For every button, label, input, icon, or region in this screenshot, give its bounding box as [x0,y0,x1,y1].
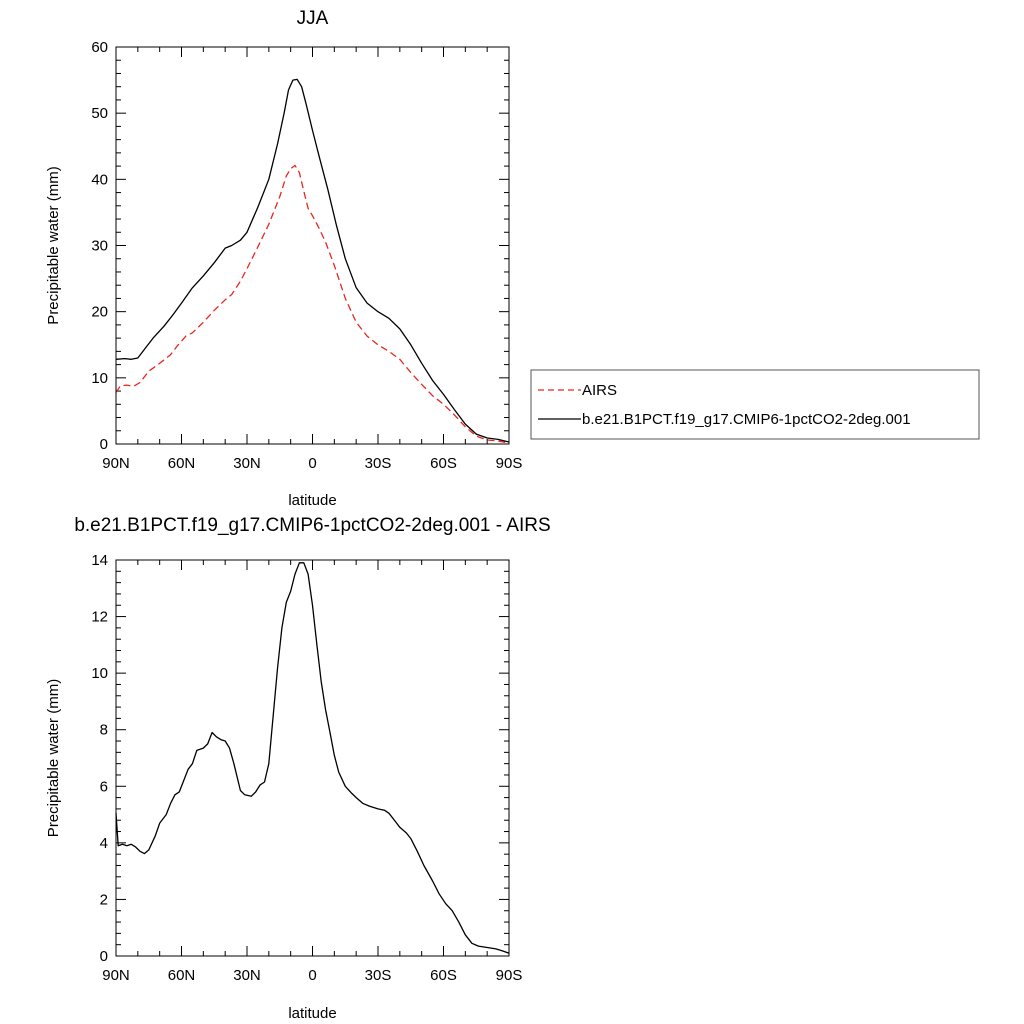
y-tick-label: 0 [100,948,108,965]
y-tick-label: 10 [91,665,108,682]
y-tick-label: 40 [91,171,108,188]
series-group [115,78,510,444]
series-group [115,562,510,954]
x-tick-label: 60S [430,967,457,984]
x-tick-label: 60N [168,455,196,472]
x-tick-label: 30S [365,967,392,984]
y-tick-label: 30 [91,238,108,255]
y-tick-label: 20 [91,304,108,321]
legend-label-airs: AIRS [582,382,617,399]
legend-label-model: b.e21.B1PCT.f19_g17.CMIP6-1pctCO2-2deg.0… [582,411,911,428]
x-tick-label: 0 [308,455,316,472]
y-tick-label: 60 [91,39,108,56]
axis-ticks [115,559,510,957]
y-axis-label: Precipitable water (mm) [45,166,62,324]
series-line-0 [115,164,510,444]
x-tick-label: 60S [430,455,457,472]
x-tick-label: 0 [308,967,316,984]
y-tick-labels: 0 2 4 6 8 10 12 14 [91,552,108,965]
x-tick-label: 30N [233,455,261,472]
y-tick-label: 6 [100,778,108,795]
plot-frame [115,46,510,445]
chart-difference: b.e21.B1PCT.f19_g17.CMIP6-1pctCO2-2deg.0… [45,515,551,1022]
x-tick-label: 60N [168,967,196,984]
x-axis-label: latitude [288,1005,336,1022]
y-tick-label: 4 [100,835,108,852]
y-tick-label: 10 [91,370,108,387]
y-tick-label: 0 [100,436,108,453]
chart-title: b.e21.B1PCT.f19_g17.CMIP6-1pctCO2-2deg.0… [74,515,550,536]
x-tick-label: 90S [496,967,523,984]
y-tick-label: 14 [91,552,108,569]
x-tick-labels: 90N 60N 30N 0 30S 60S 90S [102,967,522,984]
x-tick-label: 90N [102,967,130,984]
y-axis-label: Precipitable water (mm) [45,679,62,837]
x-tick-labels: 90N 60N 30N 0 30S 60S 90S [102,455,522,472]
y-tick-label: 12 [91,609,108,626]
legend: AIRS b.e21.B1PCT.f19_g17.CMIP6-1pctCO2-2… [530,369,980,440]
axis-ticks [115,46,510,445]
series-line-1 [115,78,510,443]
chart-title: JJA [297,8,329,29]
chart-jja: JJA 0 10 20 30 40 50 60 90N 60N 30N 0 30S 60S 90S la… [45,8,522,509]
x-axis-label: latitude [288,492,336,509]
series-line-0 [115,562,510,954]
y-tick-label: 8 [100,722,108,739]
x-tick-label: 90S [496,455,523,472]
legend-box [530,369,980,440]
x-tick-label: 30N [233,967,261,984]
y-tick-label: 2 [100,891,108,908]
x-tick-label: 90N [102,455,130,472]
y-tick-labels: 0 10 20 30 40 50 60 [91,39,108,453]
x-tick-label: 30S [365,455,392,472]
plot-frame [115,559,510,957]
y-tick-label: 50 [91,105,108,122]
